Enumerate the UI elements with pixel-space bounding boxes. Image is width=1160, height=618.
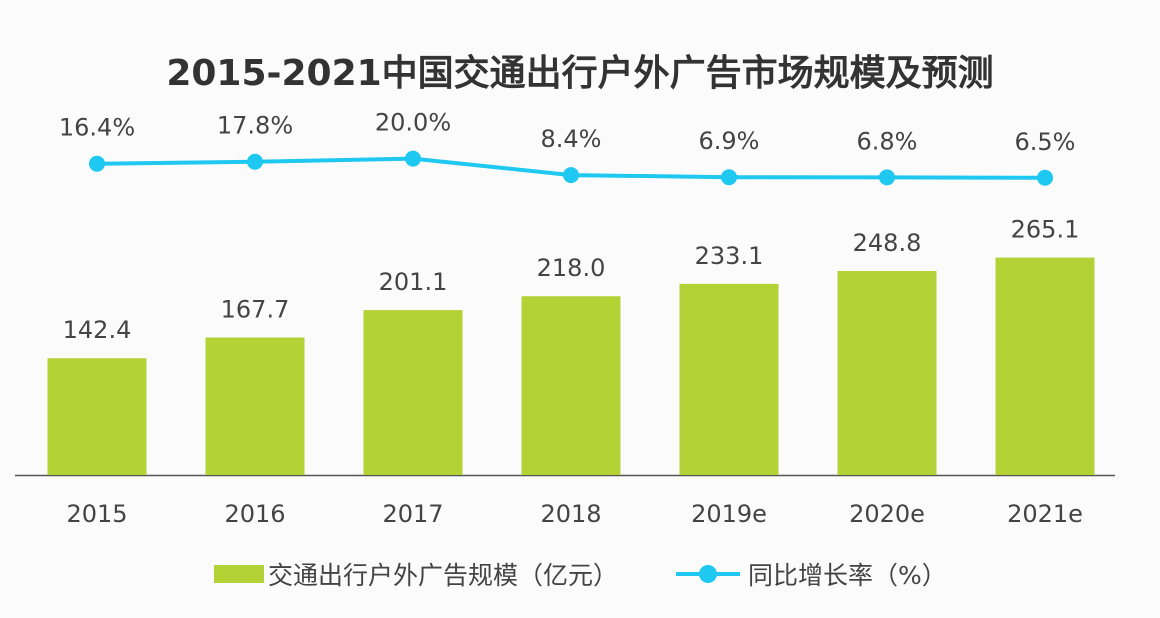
x-tick-label: 2018 <box>540 500 601 528</box>
growth-value-label: 8.4% <box>541 125 602 153</box>
bar-value-label: 265.1 <box>1011 216 1080 244</box>
bar-value-label: 218.0 <box>537 254 606 282</box>
legend-item-bar: 交通出行户外广告规模（亿元） <box>214 556 618 592</box>
growth-point <box>405 150 421 167</box>
bar <box>995 257 1095 475</box>
bar-value-label: 167.7 <box>221 295 290 323</box>
growth-value-label: 16.4% <box>59 114 135 142</box>
growth-value-label: 20.0% <box>375 109 451 137</box>
growth-point <box>879 169 895 186</box>
growth-point <box>721 169 737 186</box>
bar-value-label: 233.1 <box>695 242 764 270</box>
growth-point <box>1037 169 1053 186</box>
x-tick-label: 2021e <box>1007 500 1083 528</box>
legend-swatch-line <box>676 565 740 583</box>
x-tick-label: 2017 <box>382 500 443 528</box>
x-tick-label: 2016 <box>224 500 285 528</box>
legend-label-line: 同比增长率（%） <box>748 561 947 590</box>
bar <box>363 310 463 475</box>
bar-value-label: 248.8 <box>853 229 922 257</box>
legend-item-line: 同比增长率（%） <box>676 556 947 592</box>
growth-point <box>89 155 105 172</box>
legend-label-bar: 交通出行户外广告规模（亿元） <box>268 561 619 590</box>
legend-swatch-bar <box>214 565 264 583</box>
x-tick-label: 2020e <box>849 500 925 528</box>
bar-value-label: 201.1 <box>379 268 448 296</box>
growth-value-label: 6.8% <box>857 127 918 155</box>
chart-title: 2015-2021中国交通出行户外广告市场规模及预测 <box>166 53 994 94</box>
x-tick-label: 2019e <box>691 500 767 528</box>
growth-value-label: 6.5% <box>1015 128 1076 156</box>
x-tick-label: 2015 <box>66 500 127 528</box>
growth-point <box>247 153 263 170</box>
bar-value-label: 142.4 <box>63 316 132 344</box>
growth-point <box>563 167 579 184</box>
bar <box>837 270 937 475</box>
bar <box>521 296 621 475</box>
bar <box>205 337 305 475</box>
growth-value-label: 6.9% <box>699 127 760 155</box>
bar <box>679 283 779 475</box>
growth-value-label: 17.8% <box>217 112 293 140</box>
bar <box>47 358 147 475</box>
